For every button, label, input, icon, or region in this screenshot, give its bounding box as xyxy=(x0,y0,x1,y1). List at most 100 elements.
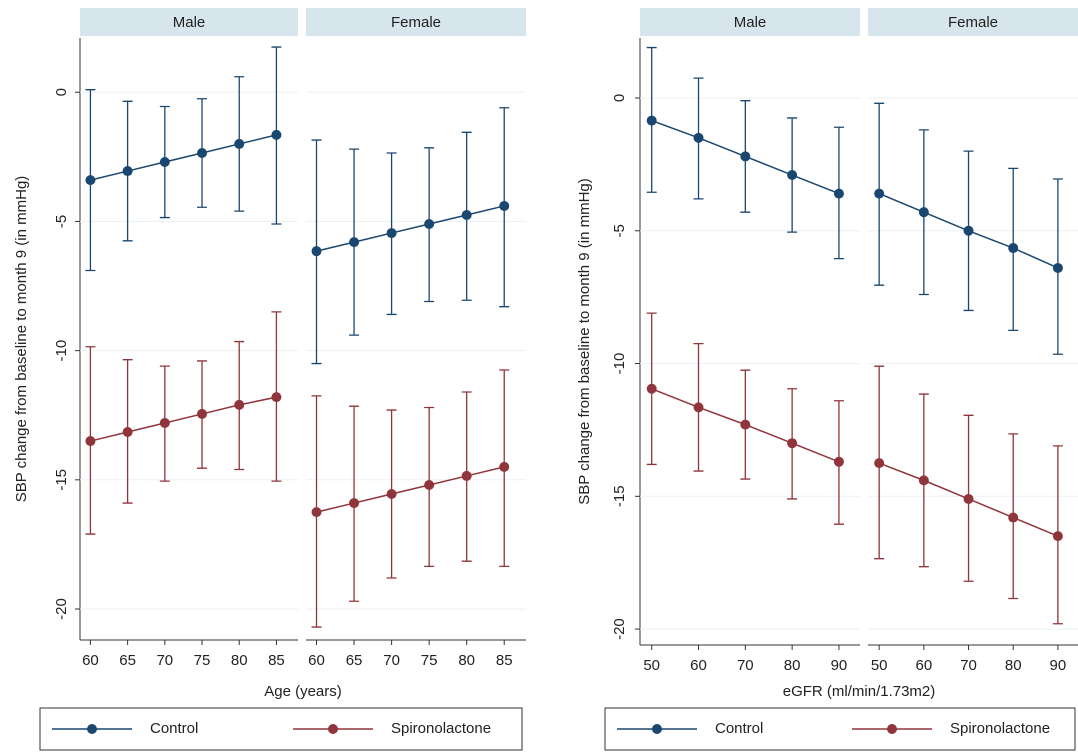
point xyxy=(159,157,170,168)
panel-strip xyxy=(306,8,526,36)
legend-marker xyxy=(87,724,97,734)
point xyxy=(1008,512,1019,523)
panel-title: Female xyxy=(391,14,441,31)
point xyxy=(271,129,282,140)
x-tick-label: 80 xyxy=(784,657,801,674)
point xyxy=(787,438,798,449)
x-axis-label: eGFR (ml/min/1.73m2) xyxy=(783,683,936,700)
x-tick-label: 85 xyxy=(268,652,285,669)
point xyxy=(963,493,974,504)
point xyxy=(234,399,245,410)
x-tick-label: 50 xyxy=(643,657,660,674)
point xyxy=(349,498,360,509)
panel-title: Male xyxy=(173,14,206,31)
series-line xyxy=(316,205,505,252)
point xyxy=(499,200,510,211)
x-tick-label: 80 xyxy=(231,652,248,669)
x-tick-label: 60 xyxy=(308,652,325,669)
legend-marker xyxy=(652,724,662,734)
x-tick-label: 75 xyxy=(421,652,438,669)
y-tick-label: -10 xyxy=(53,340,70,362)
series-line xyxy=(316,466,505,513)
legend-label: Spironolactone xyxy=(391,720,491,737)
point xyxy=(787,170,798,181)
x-tick-label: 60 xyxy=(916,657,933,674)
x-tick-label: 70 xyxy=(737,657,754,674)
x-tick-label: 80 xyxy=(1005,657,1022,674)
y-tick-label: -20 xyxy=(53,598,70,620)
point xyxy=(197,408,208,419)
legend-label: Control xyxy=(715,720,763,737)
point xyxy=(740,419,751,430)
point xyxy=(963,225,974,236)
x-axis-label: Age (years) xyxy=(264,683,342,700)
x-tick-label: 90 xyxy=(831,657,848,674)
point xyxy=(85,436,96,447)
y-tick-label: 0 xyxy=(53,88,70,96)
point xyxy=(461,470,472,481)
point xyxy=(646,383,657,394)
point xyxy=(311,507,322,518)
point xyxy=(311,246,322,257)
series-line xyxy=(90,134,277,181)
point xyxy=(122,427,133,438)
x-tick-label: 65 xyxy=(346,652,363,669)
y-tick-label: -5 xyxy=(53,215,70,228)
point xyxy=(740,151,751,162)
legend-label: Spironolactone xyxy=(950,720,1050,737)
point xyxy=(1052,531,1063,542)
panel-title: Female xyxy=(948,14,998,31)
y-tick-label: 0 xyxy=(611,94,628,102)
point xyxy=(918,207,929,218)
x-tick-label: 70 xyxy=(960,657,977,674)
point xyxy=(1008,243,1019,254)
point xyxy=(693,402,704,413)
y-tick-label: -20 xyxy=(611,618,628,640)
y-axis-label: SBP change from baseline to month 9 (in … xyxy=(576,178,593,505)
point xyxy=(122,166,133,177)
y-tick-label: -10 xyxy=(611,353,628,375)
x-tick-label: 65 xyxy=(119,652,136,669)
point xyxy=(833,456,844,467)
panel-title: Male xyxy=(734,14,767,31)
point xyxy=(271,392,282,403)
legend-label: Control xyxy=(150,720,198,737)
point xyxy=(646,115,657,126)
panel-strip xyxy=(640,8,860,36)
point xyxy=(461,209,472,220)
x-tick-label: 70 xyxy=(156,652,173,669)
legend-marker xyxy=(887,724,897,734)
x-tick-label: 70 xyxy=(383,652,400,669)
y-axis-label: SBP change from baseline to month 9 (in … xyxy=(13,176,30,503)
point xyxy=(386,228,397,239)
panel-strip xyxy=(80,8,298,36)
x-tick-label: 80 xyxy=(458,652,475,669)
point xyxy=(349,237,360,248)
point xyxy=(234,138,245,149)
point xyxy=(918,475,929,486)
y-tick-label: -5 xyxy=(611,224,628,237)
legend-marker xyxy=(328,724,338,734)
point xyxy=(424,479,435,490)
series-line xyxy=(90,396,277,442)
point xyxy=(499,461,510,472)
y-tick-label: -15 xyxy=(611,485,628,507)
x-tick-label: 50 xyxy=(871,657,888,674)
point xyxy=(85,175,96,186)
point xyxy=(424,219,435,230)
point xyxy=(159,417,170,428)
point xyxy=(386,489,397,500)
y-tick-label: -15 xyxy=(53,469,70,491)
point xyxy=(833,188,844,199)
panel-strip xyxy=(868,8,1078,36)
point xyxy=(874,458,885,469)
point xyxy=(874,188,885,199)
x-tick-label: 60 xyxy=(82,652,99,669)
x-tick-label: 75 xyxy=(194,652,211,669)
point xyxy=(693,132,704,143)
point xyxy=(197,147,208,158)
x-tick-label: 85 xyxy=(496,652,513,669)
point xyxy=(1052,262,1063,273)
x-tick-label: 90 xyxy=(1050,657,1067,674)
